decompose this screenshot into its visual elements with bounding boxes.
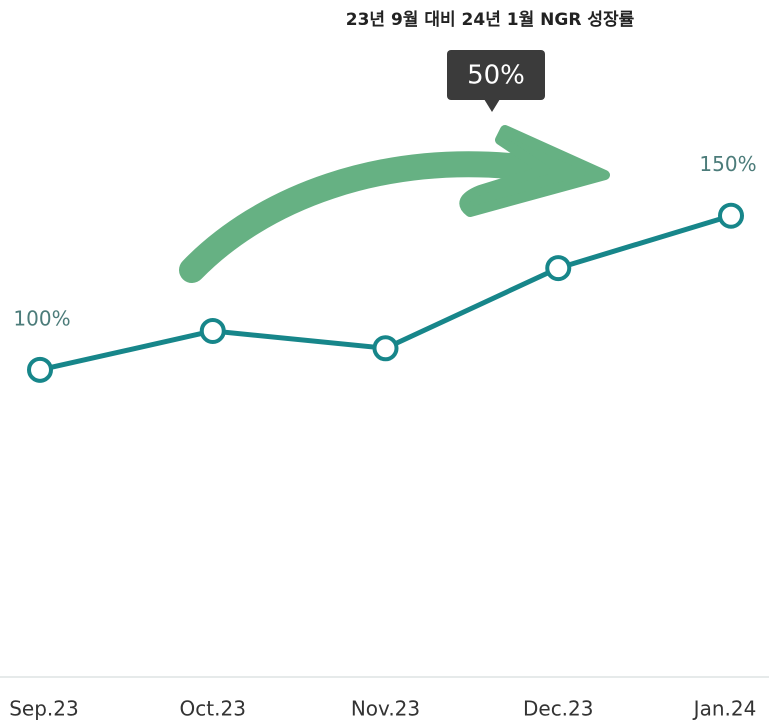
x-tick-label: Nov.23: [351, 697, 420, 721]
x-tick-label: Jan.24: [692, 697, 757, 721]
point: [547, 257, 569, 279]
chart-title: 23년 9월 대비 24년 1월 NGR 성장률: [346, 10, 635, 30]
tooltip-text: 50%: [467, 61, 525, 91]
arrow-shaft: [192, 164, 530, 270]
point: [202, 320, 224, 342]
x-tick-label: Dec.23: [523, 697, 594, 721]
point: [29, 359, 51, 381]
x-tick-label: Oct.23: [180, 697, 246, 721]
point: [375, 337, 397, 359]
chart: 23년 9월 대비 24년 1월 NGR 성장률 50% Sep.23 Oct.2…: [0, 0, 769, 722]
tooltip-pointer: [484, 99, 500, 112]
value-label: 100%: [13, 306, 70, 330]
point: [720, 205, 742, 227]
x-tick-label: Sep.23: [9, 697, 79, 721]
value-label: 150%: [699, 152, 756, 176]
